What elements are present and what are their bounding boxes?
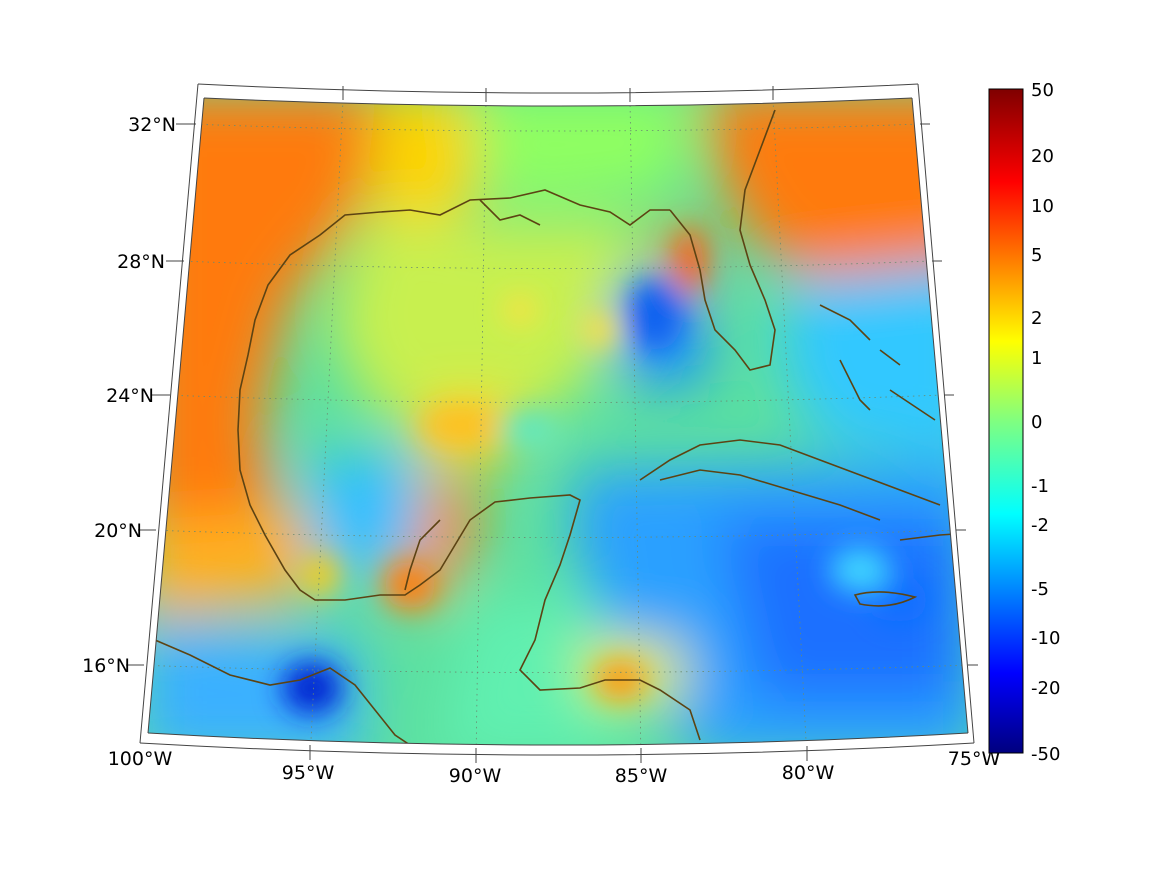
colorbar-tick-label: 0 [1031, 412, 1042, 433]
longitude-labels: 100°W 95°W 90°W 85°W 80°W 75°W [108, 748, 1001, 787]
lat-label: 28°N [117, 251, 165, 273]
lon-label: 100°W [108, 748, 173, 770]
colorbar-tick-label: 20 [1031, 146, 1054, 167]
lon-label: 85°W [615, 765, 668, 787]
colorbar-tick-label: -20 [1031, 678, 1060, 699]
colorbar-tick-label: -10 [1031, 628, 1060, 649]
colorbar-tick-label: -1 [1031, 476, 1049, 497]
colorbar-tick-label: 1 [1031, 348, 1042, 369]
lat-label: 24°N [106, 385, 154, 407]
colorbar-ticks: 50 20 10 5 2 1 0 -1 -2 -5 -10 -20 -50 [1031, 80, 1060, 765]
colorbar-tick-label: -5 [1031, 579, 1049, 600]
data-field [148, 98, 968, 745]
colorbar-tick-label: -50 [1031, 744, 1060, 765]
colorbar-gradient [988, 88, 1024, 754]
graticule [148, 99, 968, 745]
colorbar-tick-label: 2 [1031, 308, 1042, 329]
lon-label: 80°W [782, 762, 835, 784]
colorbar-tick-label: 10 [1031, 196, 1054, 217]
colorbar-tick-label: 50 [1031, 80, 1054, 101]
lon-label: 75°W [948, 748, 1001, 770]
latitude-labels: 32°N 28°N 24°N 20°N 16°N [82, 114, 176, 677]
coastline [154, 109, 956, 745]
colorbar-tick-label: -2 [1031, 515, 1049, 536]
map-frame [139, 83, 975, 756]
colorbar-tick-label: 5 [1031, 245, 1042, 266]
lon-label: 90°W [449, 765, 502, 787]
frame-ticks [126, 86, 978, 763]
lat-label: 20°N [94, 520, 142, 542]
lat-label: 16°N [82, 655, 130, 677]
lon-label: 95°W [282, 762, 335, 784]
lat-label: 32°N [128, 114, 176, 136]
colorbar: 50 20 10 5 2 1 0 -1 -2 -5 -10 -20 -50 [988, 80, 1060, 765]
